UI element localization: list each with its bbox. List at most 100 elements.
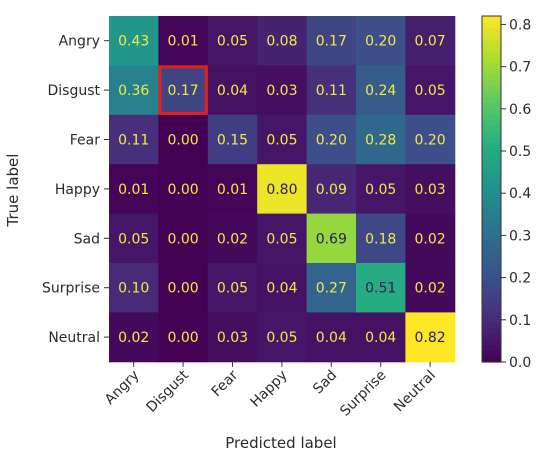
- heatmap-cell: [306, 263, 357, 313]
- cell-value-label: 0.01: [118, 182, 149, 198]
- cell-value-label: 0.02: [415, 281, 446, 297]
- colorbar-tick-label: 0.2: [509, 271, 531, 287]
- heatmap-cell: [356, 114, 406, 165]
- colorbar-segment: [482, 79, 501, 86]
- cell-value-label: 0.04: [217, 83, 248, 99]
- cell-value-label: 0.05: [266, 133, 297, 149]
- heatmap-cell: [257, 16, 308, 66]
- colorbar-segment: [482, 16, 501, 23]
- colorbar-segment: [482, 338, 501, 346]
- colorbar-segment: [482, 281, 501, 288]
- colorbar-segment: [482, 131, 501, 138]
- colorbar-segment: [482, 356, 501, 363]
- heatmap-cell: [109, 263, 159, 313]
- colorbar-segment: [482, 229, 501, 236]
- heatmap-cell: [158, 263, 209, 313]
- colorbar-segment: [482, 96, 501, 104]
- heatmap-cell: [405, 164, 456, 215]
- heatmap-cell: [257, 164, 308, 215]
- heatmap-cell: [207, 16, 258, 66]
- colorbar-segment: [482, 171, 501, 179]
- colorbar: 0.0 0.1 0.2 0.3 0.4 0.5 0.6 0.7 0.8: [481, 15, 531, 371]
- y-tick-label: Happy: [55, 182, 100, 198]
- cell-value-label: 0.00: [168, 231, 199, 247]
- colorbar-segment: [482, 206, 501, 213]
- cell-value-label: 0.05: [415, 83, 446, 99]
- colorbar-segment: [482, 252, 501, 259]
- heatmap-cell-labels: 0.43 0.01 0.05 0.08 0.17 0.20 0.07 0.36 0.17 0.04…: [118, 34, 446, 346]
- heatmap-cell: [207, 65, 258, 116]
- cell-value-label: 0.11: [118, 133, 149, 149]
- heatmap-cell: [109, 312, 159, 363]
- colorbar-segment: [482, 194, 501, 202]
- colorbar-tick-label: 0.7: [509, 60, 531, 76]
- colorbar-segment: [482, 125, 501, 132]
- colorbar-segment: [482, 258, 501, 265]
- heatmap-cell: [405, 16, 456, 66]
- colorbar-tick-label: 0.6: [509, 102, 531, 118]
- cell-value-label: 0.02: [118, 330, 149, 346]
- cell-value-label: 0.02: [415, 231, 446, 247]
- cell-value-label: 0.28: [365, 133, 396, 149]
- colorbar-segment: [482, 50, 501, 57]
- cell-value-label: 0.00: [168, 182, 199, 198]
- colorbar-segment: [482, 56, 501, 63]
- y-axis-title: True label: [4, 154, 22, 228]
- heatmap-cell: [257, 114, 308, 165]
- colorbar-segment: [482, 137, 501, 144]
- colorbar-segment: [482, 212, 501, 219]
- cell-value-label: 0.08: [266, 34, 297, 50]
- colorbar-segment: [482, 292, 501, 300]
- y-axis: Angry Disgust Fear Happy Sad Surprise Neutral: [42, 34, 109, 346]
- colorbar-segment: [482, 90, 501, 98]
- x-tick-label: Happy: [247, 367, 290, 410]
- colorbar-segment: [482, 200, 501, 207]
- colorbar-segment: [482, 269, 501, 277]
- colorbar-segment: [482, 102, 501, 109]
- x-tick-label: Angry: [102, 367, 143, 408]
- heatmap-cell: [158, 65, 209, 116]
- heatmap-cell: [109, 213, 159, 264]
- heatmap-cell: [356, 164, 406, 215]
- colorbar-segment: [482, 27, 501, 34]
- cell-value-label: 0.04: [316, 330, 347, 346]
- heatmap-cell: [306, 312, 357, 363]
- heatmap-cell: [405, 65, 456, 116]
- cell-value-label: 0.01: [168, 34, 199, 50]
- heatmap-cell: [306, 164, 357, 215]
- cell-value-label: 0.80: [266, 182, 297, 198]
- heatmap-cell: [158, 114, 209, 165]
- heatmap-cell: [257, 213, 308, 264]
- colorbar-segment: [482, 85, 501, 92]
- cell-value-label: 0.24: [365, 83, 396, 99]
- cell-value-label: 0.03: [415, 182, 446, 198]
- cell-value-label: 0.18: [365, 231, 396, 247]
- x-tick-label: Surprise: [337, 367, 389, 419]
- colorbar-segment: [482, 183, 501, 190]
- colorbar-segment: [482, 21, 501, 29]
- colorbar-tick-label: 0.8: [509, 17, 531, 33]
- cell-value-label: 0.20: [365, 34, 396, 50]
- y-tick-label: Fear: [70, 133, 100, 149]
- cell-value-label: 0.01: [217, 182, 248, 198]
- colorbar-tick-label: 0.4: [509, 186, 531, 202]
- heatmap-cell: [356, 65, 406, 116]
- colorbar-segment: [482, 223, 501, 230]
- x-tick-label: Neutral: [391, 367, 439, 415]
- colorbar-segment: [482, 148, 501, 155]
- cell-value-label: 0.20: [316, 133, 347, 149]
- cell-value-label: 0.05: [217, 281, 248, 297]
- heatmap-cell: [207, 213, 258, 264]
- cell-value-label: 0.05: [217, 34, 248, 50]
- cell-value-label: 0.11: [316, 83, 347, 99]
- heatmap-cell: [109, 65, 159, 116]
- colorbar-tick-label: 0.3: [509, 228, 531, 244]
- heatmap-cell: [405, 114, 456, 165]
- colorbar-segment: [482, 73, 501, 81]
- colorbar-segment: [482, 240, 501, 248]
- heatmap-cell: [356, 16, 406, 66]
- cell-value-label: 0.82: [415, 330, 446, 346]
- cell-value-label: 0.07: [415, 34, 446, 50]
- colorbar-segment: [482, 217, 501, 225]
- cell-value-label: 0.17: [316, 34, 347, 50]
